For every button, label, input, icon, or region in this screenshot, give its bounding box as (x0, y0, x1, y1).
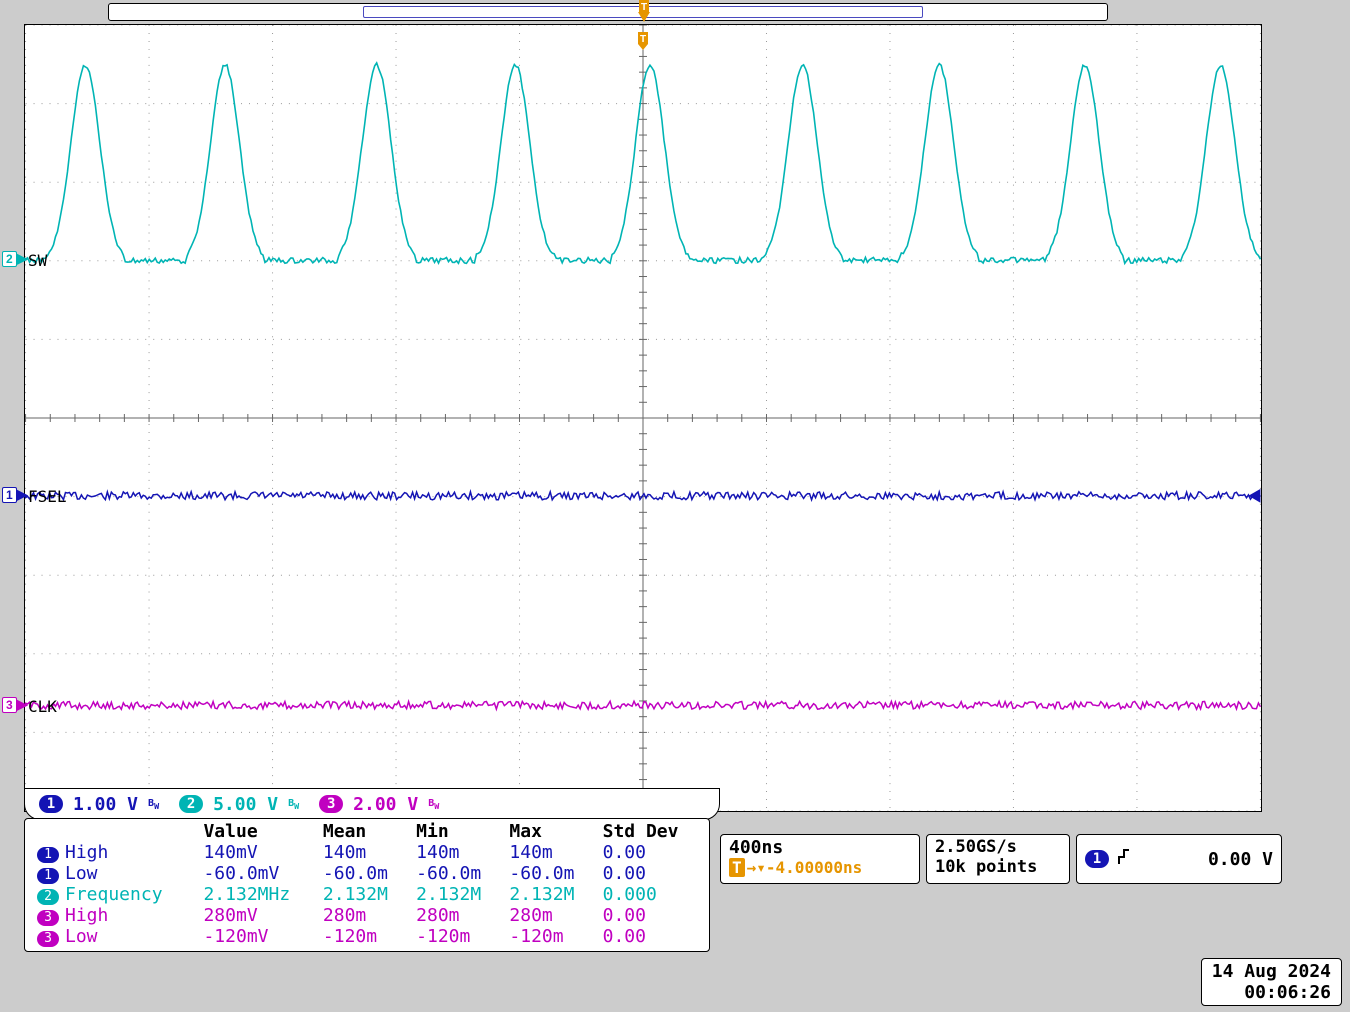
meas-cell: 0.00 (597, 926, 703, 947)
ch2-badge: 2 (179, 795, 203, 813)
timestamp-date: 14 Aug 2024 (1212, 961, 1331, 982)
meas-col-header: Min (410, 821, 503, 842)
meas-ch-badge: 3 (37, 910, 59, 926)
acquisition-panel: 2.50GS/s 10k points (926, 834, 1070, 884)
meas-cell: -120m (317, 926, 410, 947)
timestamp-time: 00:06:26 (1212, 982, 1331, 1003)
trigger-level: 0.00 V (1208, 849, 1273, 870)
measurements-panel: ValueMeanMinMaxStd Dev 1High140mV140m140… (24, 818, 710, 952)
ch3-vdiv: 3 2.00 V BW (319, 794, 439, 815)
meas-cell: 0.00 (597, 905, 703, 926)
channel-1-label: FSEL (28, 487, 67, 506)
meas-col-header: Mean (317, 821, 410, 842)
ch2-bw-icon: BW (288, 798, 299, 811)
ch3-badge: 3 (319, 795, 343, 813)
meas-cell: -60.0m (503, 863, 596, 884)
meas-cell: 2.132M (503, 884, 596, 905)
meas-cell: 0.000 (597, 884, 703, 905)
meas-col-header: Value (197, 821, 316, 842)
channel-2-marker: 2▶ (2, 250, 27, 267)
meas-cell: -60.0mV (197, 863, 316, 884)
record-overview-bar (108, 3, 1108, 21)
timebase-per-div: 400ns (729, 837, 911, 858)
ch1-bw-icon: BW (148, 798, 159, 811)
meas-cell: 280m (410, 905, 503, 926)
meas-name: Low (65, 926, 98, 947)
vertical-scale-bar: 1 1.00 V BW 2 5.00 V BW 3 2.00 V BW (24, 788, 720, 820)
channel-3-marker: 3▶ (2, 696, 27, 713)
meas-name: High (65, 842, 108, 863)
meas-cell: -60.0m (317, 863, 410, 884)
timestamp-panel: 14 Aug 2024 00:06:26 (1201, 958, 1342, 1006)
meas-cell: -120mV (197, 926, 316, 947)
ch1-vdiv: 1 1.00 V BW (39, 794, 159, 815)
ch3-bw-icon: BW (428, 798, 439, 811)
meas-cell: -120m (503, 926, 596, 947)
meas-cell: 2.132M (317, 884, 410, 905)
meas-ch-badge: 2 (37, 889, 59, 905)
measurements-table: ValueMeanMinMaxStd Dev 1High140mV140m140… (31, 821, 703, 947)
channel-2-label: SW (28, 251, 47, 270)
meas-cell: -60.0m (410, 863, 503, 884)
sample-rate: 2.50GS/s (935, 837, 1061, 857)
meas-name: High (65, 905, 108, 926)
ch1-vdiv-value: 1.00 V (73, 794, 138, 815)
measurement-row: 3High280mV280m280m280m0.00 (31, 905, 703, 926)
measurement-row: 3Low-120mV-120m-120m-120m0.00 (31, 926, 703, 947)
ch2-vdiv-value: 5.00 V (213, 794, 278, 815)
ch1-badge: 1 (39, 795, 63, 813)
measurement-row: 1High140mV140m140m140m0.00 (31, 842, 703, 863)
meas-cell: 2.132M (410, 884, 503, 905)
timebase-panel: 400ns T→▾-4.00000ns (720, 834, 920, 884)
meas-cell: -120m (410, 926, 503, 947)
meas-cell: 140mV (197, 842, 316, 863)
trigger-slope-icon (1117, 848, 1131, 871)
channel-1-marker: 1▶ (2, 486, 27, 503)
trigger-panel: 1 0.00 V (1076, 834, 1282, 884)
meas-cell: 0.00 (597, 863, 703, 884)
meas-name: Frequency (65, 884, 163, 905)
meas-col-header: Std Dev (597, 821, 703, 842)
measurement-row: 2Frequency2.132MHz2.132M2.132M2.132M0.00… (31, 884, 703, 905)
meas-name: Low (65, 863, 98, 884)
meas-cell: 140m (503, 842, 596, 863)
svg-text:T: T (639, 34, 645, 45)
trigger-source-badge: 1 (1085, 850, 1109, 868)
meas-cell: 2.132MHz (197, 884, 316, 905)
svg-text:T: T (641, 2, 647, 13)
channel-3-label: CLK (28, 697, 57, 716)
meas-ch-badge: 1 (37, 847, 59, 863)
ch3-vdiv-value: 2.00 V (353, 794, 418, 815)
trigger-position-marker-top: T (636, 0, 652, 22)
meas-cell: 140m (410, 842, 503, 863)
trigger-t-marker-inside: T (635, 32, 651, 55)
waveform-display (24, 24, 1262, 812)
measurement-row: 1Low-60.0mV-60.0m-60.0m-60.0m0.00 (31, 863, 703, 884)
meas-ch-badge: 3 (37, 931, 59, 947)
meas-cell: 280mV (197, 905, 316, 926)
meas-cell: 280m (317, 905, 410, 926)
waveform-svg (25, 25, 1261, 811)
meas-cell: 140m (317, 842, 410, 863)
trigger-delay-value: -4.00000ns (766, 858, 862, 877)
meas-cell: 0.00 (597, 842, 703, 863)
meas-cell: 280m (503, 905, 596, 926)
record-length: 10k points (935, 857, 1061, 877)
trigger-t-icon: T (729, 858, 745, 877)
ch2-vdiv: 2 5.00 V BW (179, 794, 299, 815)
meas-col-header: Max (503, 821, 596, 842)
trigger-delay: T→▾-4.00000ns (729, 858, 911, 877)
meas-ch-badge: 1 (37, 868, 59, 884)
